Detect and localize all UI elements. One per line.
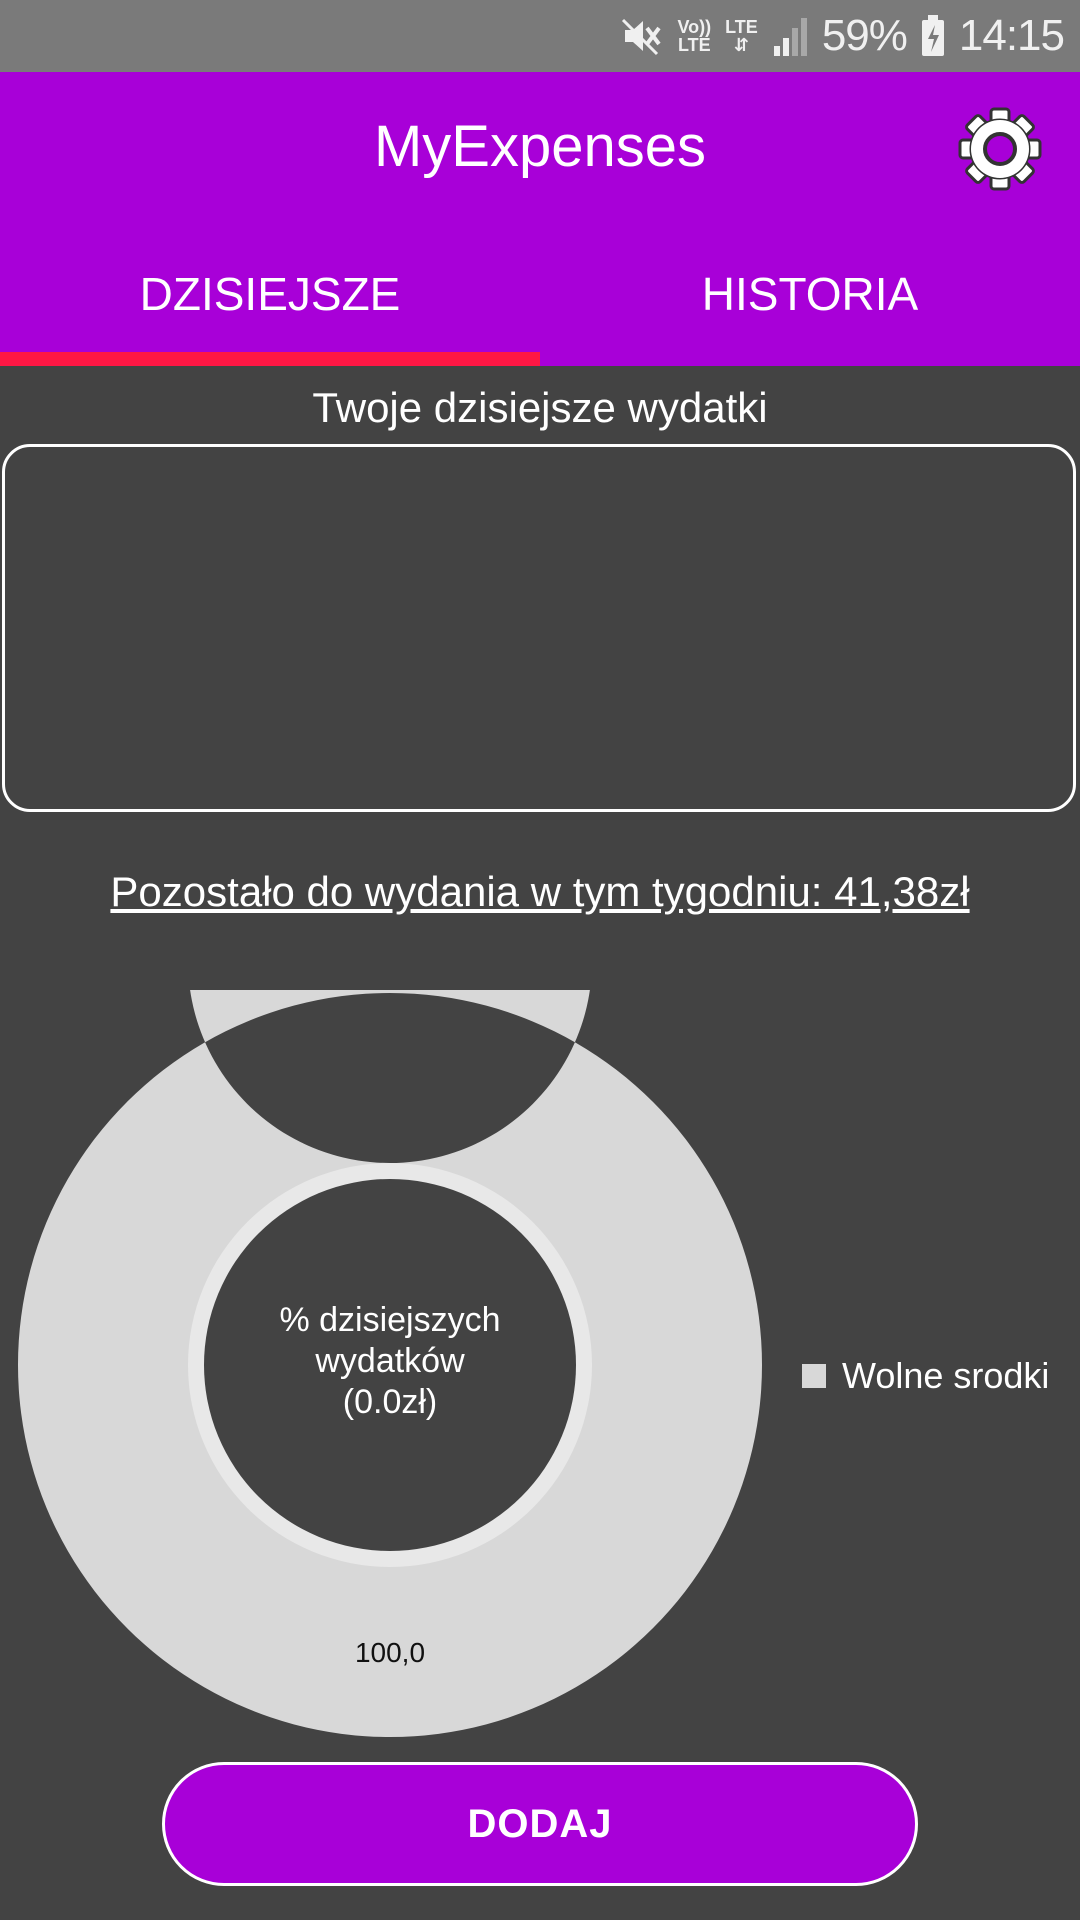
status-bar: Vo)) LTE LTE ⇵ 59% 14:15 xyxy=(0,0,1080,72)
battery-charging-icon xyxy=(921,15,944,56)
legend-label: Wolne srodki xyxy=(842,1355,1050,1396)
add-button[interactable]: DODAJ xyxy=(162,1762,918,1886)
signal-icon xyxy=(773,18,807,56)
tab-indicator xyxy=(0,352,540,366)
chart-center-line-1: % dzisiejszych xyxy=(279,1301,501,1339)
lte-data-icon: LTE ⇵ xyxy=(725,18,758,54)
volte-bottom: LTE xyxy=(677,35,711,55)
settings-button[interactable] xyxy=(955,104,1045,194)
chart-value-label: 100,0 xyxy=(355,1637,425,1668)
tab-dzisiejsze[interactable]: DZISIEJSZE xyxy=(139,268,401,320)
mute-icon xyxy=(622,18,662,56)
app-bar xyxy=(0,72,1080,366)
tab-historia[interactable]: HISTORIA xyxy=(701,268,919,320)
remaining-budget: Pozostało do wydania w tym tygodniu: 41,… xyxy=(110,868,970,915)
chart-center-line-2: wydatków xyxy=(315,1342,465,1380)
legend-swatch xyxy=(802,1364,826,1388)
chart-center-line-3: (0.0zł) xyxy=(342,1383,438,1421)
volte-icon: Vo)) LTE xyxy=(677,18,711,54)
expenses-donut-chart[interactable]: 100,0 xyxy=(0,990,1080,1750)
gear-icon xyxy=(958,107,1042,191)
volte-top: Vo)) xyxy=(677,17,712,37)
clock: 14:15 xyxy=(958,11,1065,60)
section-title: Twoje dzisiejsze wydatki xyxy=(312,384,768,431)
status-icons: Vo)) LTE LTE ⇵ 59% 14:15 xyxy=(619,0,1065,72)
app-title: MyExpenses xyxy=(373,114,707,179)
chart-legend: Wolne srodki xyxy=(802,1355,1049,1397)
data-arrows-icon: ⇵ xyxy=(733,35,750,55)
battery-percent: 59% xyxy=(821,11,908,60)
chart-center-text: % dzisiejszych wydatków (0.0zł) xyxy=(230,1300,550,1423)
lte-label: LTE xyxy=(725,17,758,37)
expenses-list[interactable] xyxy=(2,444,1076,812)
chart-hole xyxy=(204,1179,576,1551)
